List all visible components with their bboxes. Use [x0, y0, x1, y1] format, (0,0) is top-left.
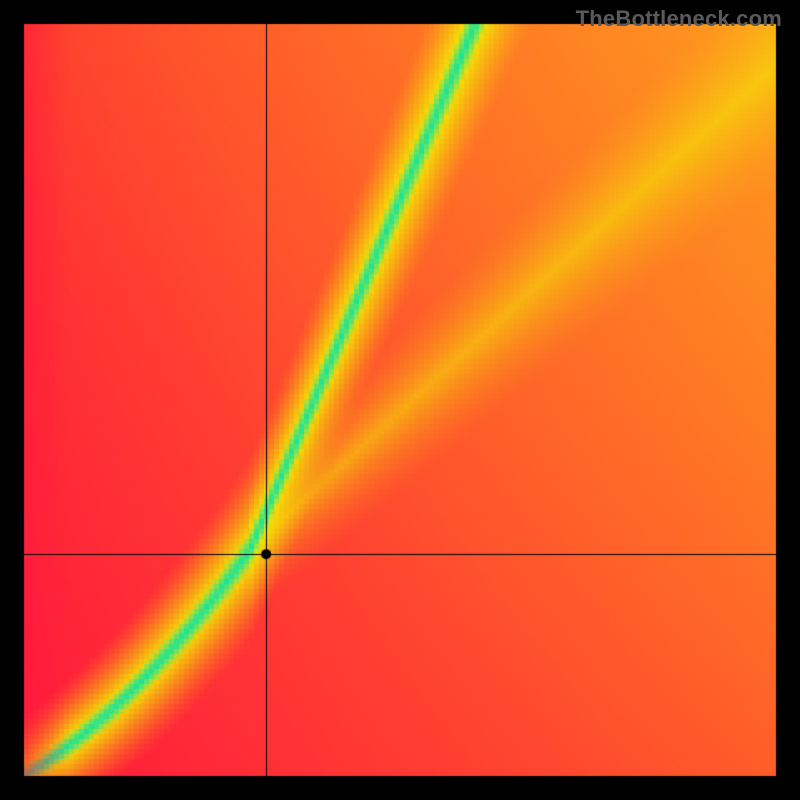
- figure-root: TheBottleneck.com: [0, 0, 800, 800]
- heatmap-canvas: [0, 0, 800, 800]
- watermark-text: TheBottleneck.com: [576, 6, 782, 32]
